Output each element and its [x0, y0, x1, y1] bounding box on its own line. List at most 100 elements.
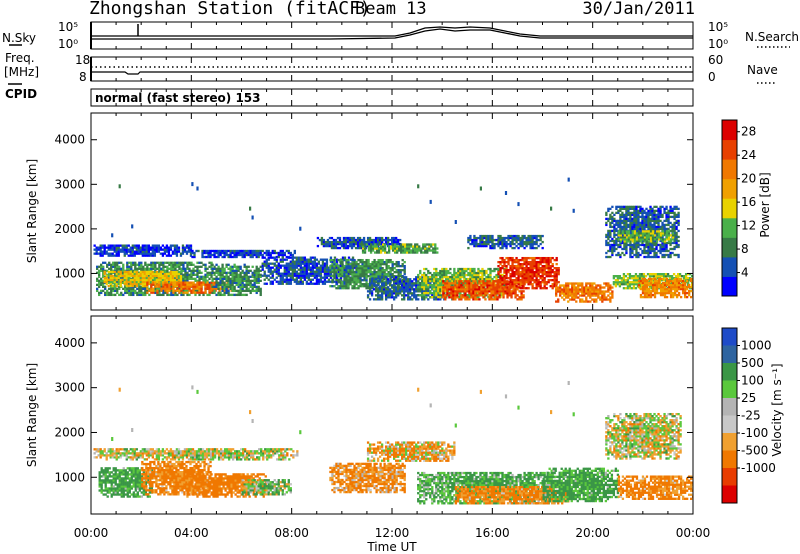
- power-cell: [401, 294, 404, 297]
- power-cell: [106, 269, 109, 272]
- power-cell: [408, 247, 411, 250]
- power-cell: [425, 294, 428, 297]
- power-cell: [464, 296, 467, 299]
- power-cell: [188, 261, 191, 264]
- power-cell: [484, 290, 487, 293]
- power-cell: [481, 269, 484, 273]
- power-cell: [215, 281, 218, 285]
- power-cell: [233, 287, 236, 291]
- power-cell: [281, 258, 284, 261]
- power-cell: [476, 288, 479, 291]
- power-cell: [143, 284, 146, 288]
- power-cell: [279, 258, 282, 261]
- power-cell: [249, 279, 252, 282]
- power-cell: [285, 249, 288, 253]
- power-cell: [345, 277, 348, 280]
- power-cell: [293, 280, 296, 283]
- power-cell: [175, 254, 179, 257]
- power-cell: [367, 264, 370, 268]
- power-cell: [525, 281, 528, 284]
- power-cell: [104, 293, 107, 297]
- power-cell: [517, 238, 520, 242]
- power-cell: [194, 277, 197, 280]
- power-cell: [487, 273, 490, 277]
- power-cell: [403, 292, 406, 295]
- power-cell: [182, 287, 185, 290]
- power-cell: [581, 294, 584, 297]
- power-cell: [155, 244, 159, 247]
- power-cell: [249, 291, 252, 295]
- power-cell: [421, 273, 424, 277]
- power-cell: [395, 276, 398, 279]
- power-cell: [392, 243, 395, 246]
- power-cell: [539, 258, 542, 262]
- power-cell: [257, 251, 260, 255]
- power-cell: [459, 291, 462, 295]
- power-cell: [225, 277, 228, 280]
- power-cell: [421, 295, 424, 299]
- power-cell: [511, 285, 514, 288]
- power-cell: [386, 282, 390, 285]
- power-cell: [243, 293, 246, 297]
- power-cell: [503, 281, 506, 284]
- power-cell: [233, 253, 236, 257]
- power-cell: [587, 282, 590, 285]
- power-cell: [380, 296, 384, 299]
- power-cell: [149, 276, 153, 280]
- power-cell: [409, 292, 412, 295]
- power-cell: [105, 250, 108, 253]
- power-cell: [345, 287, 348, 290]
- power-cell: [333, 280, 337, 283]
- power-cell: [498, 286, 501, 289]
- power-cell: [341, 287, 344, 290]
- power-cell: [141, 270, 144, 274]
- power-cell: [393, 288, 396, 291]
- power-cell: [485, 271, 488, 275]
- power-cell: [470, 292, 473, 295]
- power-cell: [393, 240, 396, 244]
- power-cell: [429, 291, 432, 295]
- power-cell: [128, 261, 131, 264]
- power-cell: [261, 266, 264, 269]
- power-cell: [267, 278, 270, 281]
- power-cell: [291, 276, 294, 279]
- power-cell: [229, 287, 232, 291]
- power-cell: [263, 278, 266, 281]
- power-cell: [382, 282, 386, 285]
- power-cell: [375, 247, 379, 250]
- power-cell: [449, 267, 452, 271]
- power-cell: [432, 247, 435, 250]
- power-cell: [395, 288, 398, 291]
- power-cell: [269, 268, 272, 271]
- power-cell: [466, 282, 469, 285]
- power-cell: [147, 270, 150, 274]
- power-cell: [395, 238, 398, 242]
- power-cell: [355, 279, 358, 282]
- power-cell: [474, 296, 477, 299]
- power-cell: [111, 248, 114, 251]
- power-cell: [285, 270, 288, 273]
- power-cell: [196, 281, 199, 284]
- power-cell: [583, 286, 586, 289]
- power-cell: [108, 291, 111, 295]
- power-cell: [208, 265, 211, 268]
- power-cell: [321, 282, 325, 285]
- power-cell: [267, 264, 270, 267]
- power-cell: [452, 286, 455, 289]
- power-cell: [281, 251, 284, 255]
- power-cell: [93, 252, 96, 255]
- power-cell: [322, 238, 326, 242]
- power-cell: [549, 275, 552, 278]
- power-cell: [225, 279, 228, 282]
- power-cell: [158, 285, 161, 288]
- power-cell: [265, 264, 268, 267]
- power-cell: [144, 267, 147, 270]
- power-cell: [325, 258, 329, 261]
- power-cell: [399, 290, 402, 293]
- power-cell: [317, 278, 321, 281]
- power-cell: [299, 260, 302, 263]
- power-cell: [549, 258, 552, 262]
- power-cell: [345, 275, 348, 278]
- power-cell: [611, 294, 614, 297]
- power-cell: [237, 277, 240, 280]
